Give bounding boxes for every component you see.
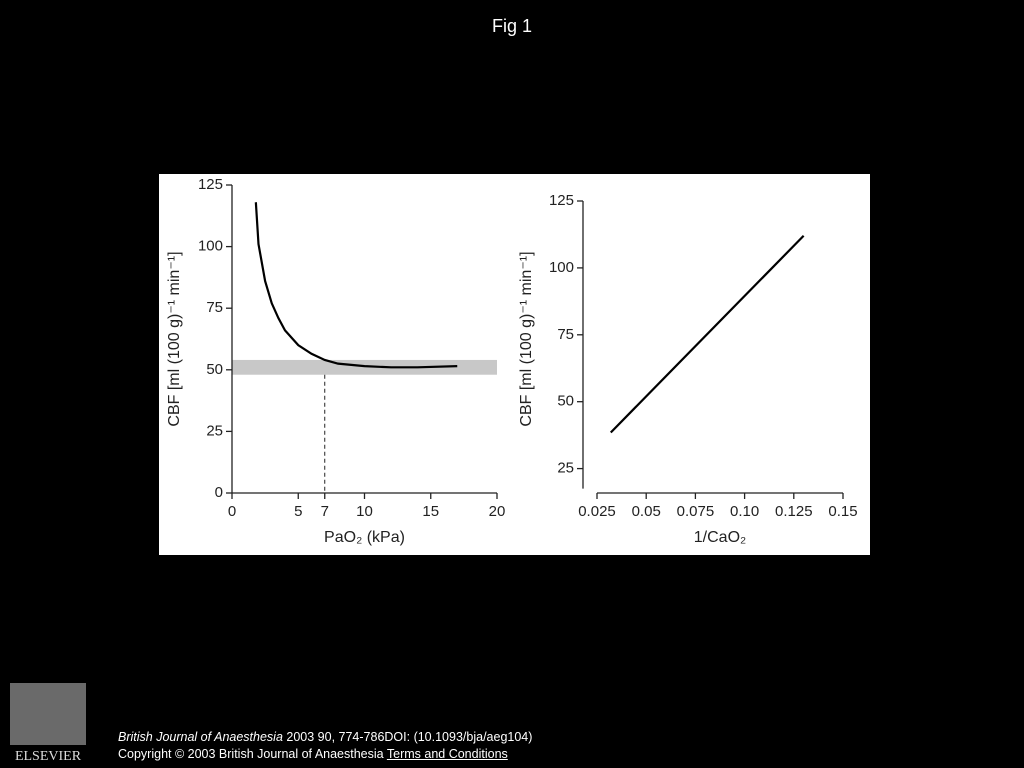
x-tick-label: 0.05 [632,503,661,520]
journal: British Journal of Anaesthesia [118,730,283,744]
x-axis-label: 1/CaO₂ [694,529,746,546]
y-tick-label: 125 [198,176,223,193]
y-tick-label: 100 [549,259,574,276]
x-tick-label: 5 [294,503,302,520]
footer: British Journal of Anaesthesia 2003 90, … [118,729,532,763]
x-tick-label: 20 [489,503,506,520]
copyright-line: Copyright © 2003 British Journal of Anae… [118,746,532,763]
y-tick-label: 50 [206,361,223,378]
data-line [254,202,458,369]
y-tick-label: 25 [206,422,223,439]
y-axis-label: CBF [ml (100 g)⁻¹ min⁻¹] [518,251,535,426]
slide-title: Fig 1 [492,16,532,36]
y-tick-label: 0 [215,484,223,501]
x-tick-label: 0.025 [578,503,616,520]
y-tick-label: 125 [549,192,574,209]
terms-link[interactable]: Terms and Conditions [386,747,508,761]
y-tick-label: 75 [557,326,574,343]
logo-text: ELSEVIER [15,749,82,764]
y-axis-label: CBF [ml (100 g)⁻¹ min⁻¹] [166,251,183,426]
citation: 2003 90, 774-786DOI: (10.1093/bja/aeg104… [286,730,533,744]
x-tick-label: 0 [228,503,236,520]
x-tick-label: 0.125 [775,503,813,520]
x-axis-label: PaO₂ (kPa) [324,529,405,546]
y-tick-label: 75 [206,299,223,316]
x-tick-label: 7 [321,503,329,520]
x-tick-label: 0.15 [828,503,857,520]
y-tick-label: 50 [557,393,574,410]
data-line [609,235,805,434]
y-tick-label: 100 [198,238,223,255]
copyright: Copyright © 2003 British Journal of Anae… [118,747,384,761]
x-tick-label: 0.075 [677,503,715,520]
reference-band [232,359,497,375]
x-tick-label: 0.10 [730,503,759,520]
y-tick-label: 25 [557,460,574,477]
x-tick-label: 10 [356,503,373,520]
x-tick-label: 15 [422,503,439,520]
logo-image [10,683,86,745]
citation-line: British Journal of Anaesthesia 2003 90, … [118,729,532,746]
